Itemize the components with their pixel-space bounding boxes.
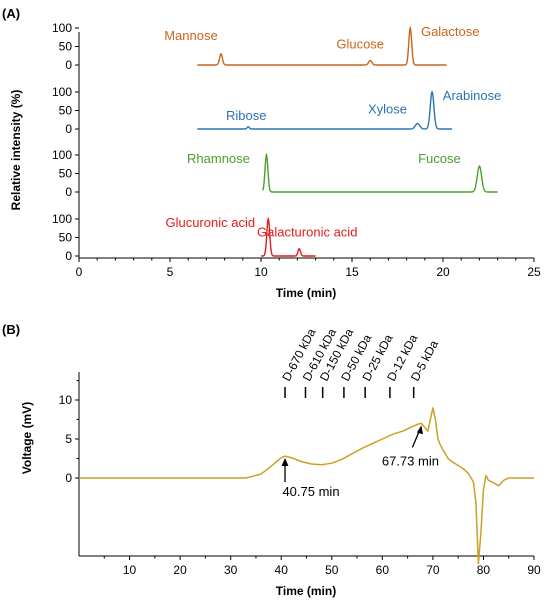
peak-label: Xylose <box>368 101 407 116</box>
panel-a-y-tick-label: 0 <box>65 122 72 136</box>
peak-label: Ribose <box>226 108 266 123</box>
panel-a-label: (A) <box>2 6 20 21</box>
panel-b-x-tick-label: 70 <box>426 563 440 577</box>
panel-b-xlabel: Time (min) <box>276 584 336 598</box>
panel-a-y-tick-label: 0 <box>65 249 72 263</box>
panel-a-x-tick-label: 0 <box>76 265 83 279</box>
panel-b-x-tick-label: 90 <box>527 563 541 577</box>
panel-a-y-tick-label: 50 <box>59 104 73 118</box>
panel-a-ylabel: Relative intensity (%) <box>9 90 23 211</box>
panel-a-x-tick-label: 5 <box>167 265 174 279</box>
panel-a-y-tick-label: 50 <box>59 231 73 245</box>
panel-b-x-tick-label: 10 <box>123 563 137 577</box>
panel-a-y-tick-label: 100 <box>52 148 72 162</box>
peak-label: Glucose <box>336 37 384 52</box>
trace-green <box>262 152 498 193</box>
panel-a-y-tick-label: 0 <box>65 185 72 199</box>
panel-a-y-tick-label: 0 <box>65 58 72 72</box>
panel-a-x-tick-label: 15 <box>345 265 359 279</box>
peak-label: Galacturonic acid <box>257 225 357 240</box>
panel-b-x-tick-label: 40 <box>275 563 289 577</box>
panel-b-y-tick-label: 0 <box>65 471 72 485</box>
peak-label: Galactose <box>421 24 480 39</box>
panel-a-y-tick-label: 100 <box>52 85 72 99</box>
panel-a-xlabel: Time (min) <box>276 286 336 300</box>
panel-a-y-tick-label: 50 <box>59 167 73 181</box>
panel-b-y-tick-label: 10 <box>59 393 73 407</box>
peak-label: Rhamnose <box>187 151 250 166</box>
trace-orange <box>197 25 447 66</box>
panel-a-x-tick-label: 25 <box>527 265 541 279</box>
annotation-arrow-head <box>416 425 423 435</box>
peak-label: Arabinose <box>443 88 502 103</box>
peak-label: Glucuronic acid <box>165 215 255 230</box>
panel-a-x-tick-label: 20 <box>436 265 450 279</box>
trace-red <box>261 216 316 257</box>
panel-a-y-tick-label: 50 <box>59 40 73 54</box>
annotation-label: 67.73 min <box>382 453 439 468</box>
panel-b-y-tick-label: 5 <box>65 432 72 446</box>
annotation-arrow-head <box>281 458 289 466</box>
panel-a-y-tick-label: 100 <box>52 21 72 35</box>
panel-b-x-tick-label: 20 <box>173 563 187 577</box>
panel-b-x-tick-label: 50 <box>325 563 339 577</box>
panel-b-ylabel: Voltage (mV) <box>20 402 34 474</box>
peak-label: Mannose <box>164 28 217 43</box>
panel-b-x-tick-label: 30 <box>224 563 238 577</box>
panel-b-x-tick-label: 60 <box>376 563 390 577</box>
panel-a-x-tick-label: 10 <box>254 265 268 279</box>
gpc-trace <box>79 407 534 565</box>
panel-b-x-tick-label: 80 <box>477 563 491 577</box>
panel-a-y-tick-label: 100 <box>52 212 72 226</box>
panel-b-label: (B) <box>2 322 20 337</box>
trace-blue <box>197 90 453 130</box>
annotation-label: 40.75 min <box>282 484 339 499</box>
panel-a-chart: 0 5 10 15 20 25 0 50 100 Mannose Glucose Galactose 0… <box>52 21 541 279</box>
peak-label: Fucose <box>418 151 461 166</box>
